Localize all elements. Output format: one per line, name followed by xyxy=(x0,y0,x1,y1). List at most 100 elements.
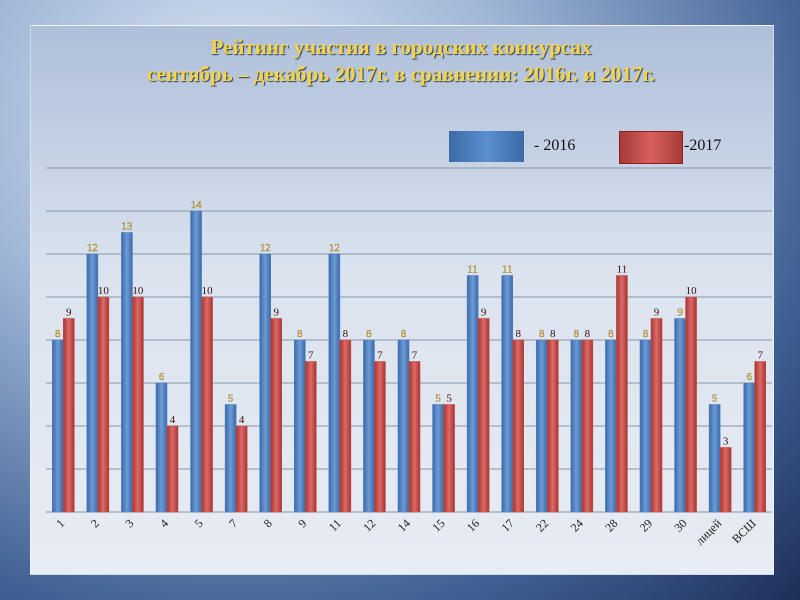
data-label-2017: 8 xyxy=(515,328,521,340)
bar-2017 xyxy=(97,296,110,513)
data-label-2017: 5 xyxy=(446,393,452,405)
legend-label-2017: -2017 xyxy=(684,137,722,154)
x-tick-label: 15 xyxy=(429,516,447,534)
data-label-2017: 9 xyxy=(66,307,72,319)
x-tick-label: 14 xyxy=(395,516,413,534)
bar-2017 xyxy=(132,296,144,513)
bar-2016 xyxy=(224,404,237,513)
x-tick-label: 3 xyxy=(122,516,136,530)
bar-2016 xyxy=(190,210,202,513)
title-line-1: Рейтинг участия в городских конкурсах xyxy=(210,35,592,59)
data-label-2016: 11 xyxy=(502,264,513,276)
data-label-2017: 3 xyxy=(723,436,729,448)
bar-2017 xyxy=(166,425,179,513)
data-label-2017: 10 xyxy=(686,285,698,297)
bar-2017 xyxy=(719,447,732,513)
legend-swatch-2016 xyxy=(449,131,524,162)
x-tick-label: 4 xyxy=(157,516,171,530)
bar-2016 xyxy=(501,275,514,513)
data-label-2016: 12 xyxy=(87,242,98,254)
data-label-2016: 6 xyxy=(159,371,165,383)
data-label-2017: 7 xyxy=(377,350,383,362)
bar-2016 xyxy=(155,382,168,513)
bar-2017 xyxy=(304,361,317,513)
x-tick-label: 22 xyxy=(533,516,551,534)
data-label-2016: 8 xyxy=(574,328,580,340)
x-tick-label: 17 xyxy=(498,516,516,534)
x-tick-label: 12 xyxy=(360,516,378,534)
data-label-2017: 4 xyxy=(170,414,176,426)
bar-2017 xyxy=(62,318,75,513)
data-label-2017: 11 xyxy=(617,264,628,276)
data-label-2017: 10 xyxy=(202,285,214,297)
bar-2017 xyxy=(685,296,697,513)
data-label-2016: 8 xyxy=(539,328,545,340)
bar-2016 xyxy=(293,339,306,513)
bar-2016 xyxy=(51,339,64,513)
data-label-2017: 8 xyxy=(550,328,556,340)
chart-title: Рейтинг участия в городских конкурсах се… xyxy=(30,34,772,88)
x-tick-label: 11 xyxy=(326,516,344,534)
data-label-2016: 8 xyxy=(297,328,303,340)
data-label-2016: 8 xyxy=(643,328,649,340)
bar-2017 xyxy=(546,339,559,513)
x-tick-label: 30 xyxy=(671,516,689,534)
data-label-2016: 8 xyxy=(55,328,61,340)
bar-2016 xyxy=(743,382,756,513)
bar-2017 xyxy=(616,275,628,513)
bar-2016 xyxy=(639,339,652,513)
data-label-2017: 4 xyxy=(239,414,245,426)
data-label-2017: 10 xyxy=(132,285,144,297)
bar-2016 xyxy=(605,339,617,513)
data-label-2017: 9 xyxy=(273,307,279,319)
bar-2016 xyxy=(259,253,272,513)
x-tick-label: 9 xyxy=(295,516,309,530)
bar-2017 xyxy=(408,361,421,513)
bar-2017 xyxy=(650,318,663,513)
data-label-2016: 5 xyxy=(712,393,718,405)
title-line-2: сентябрь – декабрь 2017г. в сравнении: 2… xyxy=(147,62,655,86)
bar-2016 xyxy=(674,318,686,513)
data-label-2016: 6 xyxy=(746,371,752,383)
bar-2016 xyxy=(708,404,721,513)
bar-2016 xyxy=(535,339,548,513)
data-label-2017: 8 xyxy=(585,328,591,340)
bar-2017 xyxy=(339,339,352,513)
data-label-2016: 11 xyxy=(467,264,478,276)
data-label-2016: 12 xyxy=(260,242,271,254)
x-tick-label: 5 xyxy=(192,516,206,530)
x-tick-label: 8 xyxy=(261,516,275,530)
x-tick-label: ВСШ xyxy=(729,516,759,546)
x-tick-label: лицей xyxy=(693,516,725,548)
x-tick-label: 16 xyxy=(464,516,482,534)
bar-2016 xyxy=(363,339,375,513)
bar-2017 xyxy=(201,296,213,513)
bar-2017 xyxy=(374,361,386,513)
data-label-2016: 8 xyxy=(366,328,372,340)
data-label-2017: 9 xyxy=(481,307,487,319)
bar-2016 xyxy=(570,339,583,513)
data-label-2016: 8 xyxy=(401,328,407,340)
x-tick-label: 28 xyxy=(602,516,620,534)
bar-2017 xyxy=(581,339,594,513)
data-label-2016: 5 xyxy=(435,393,441,405)
bar-2016 xyxy=(121,232,133,513)
bar-2016 xyxy=(86,253,99,513)
data-label-2016: 5 xyxy=(228,393,234,405)
bar-2016 xyxy=(432,404,444,513)
data-label-2016: 12 xyxy=(329,242,340,254)
bar-2017 xyxy=(477,318,490,513)
data-label-2016: 14 xyxy=(191,199,203,211)
bar-2017 xyxy=(235,425,248,513)
data-label-2017: 10 xyxy=(98,285,110,297)
bar-2017 xyxy=(443,404,455,513)
x-tick-label: 1 xyxy=(53,516,67,530)
bar-2016 xyxy=(397,339,410,513)
x-tick-label: 7 xyxy=(226,516,240,530)
bar-2017 xyxy=(512,339,525,513)
data-label-2017: 7 xyxy=(308,350,314,362)
x-tick-label: 24 xyxy=(568,516,586,534)
bar-2017 xyxy=(754,361,767,513)
data-label-2017: 8 xyxy=(343,328,349,340)
